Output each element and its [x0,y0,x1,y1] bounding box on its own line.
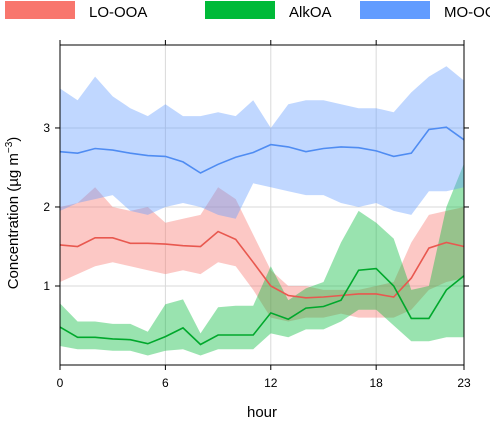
x-tick-label: 12 [264,376,278,390]
alkoa-band [60,163,464,356]
lo-ooa-legend-label: LO-OOA [89,4,147,21]
y-tick-label: 2 [43,200,50,214]
alkoa-legend-label: AlkOA [289,4,332,21]
mo-ooa-band [60,66,464,219]
x-tick-label: 6 [162,376,169,390]
uncertainty-bands [60,66,464,356]
mo-ooa-legend-label: MO-OOA [444,4,490,21]
plot-frame [59,44,465,366]
series-lines [59,126,465,346]
y-tick-label: 3 [43,121,50,135]
lo-ooa-band [60,187,464,322]
alkoa-legend-swatch [205,1,275,19]
y-axis-title-sup: −3 [4,141,15,153]
legend: LO-OOA AlkOA MO-OOA [5,1,490,21]
x-axis-title: hour [247,404,277,421]
mo-ooa-line [59,126,465,174]
x-tick-label: 18 [369,376,383,390]
alkoa-line [59,267,465,346]
y-axis-title-close: ) [5,137,22,142]
y-tick-label: 1 [43,279,50,293]
x-tick-label: 23 [457,376,471,390]
lo-ooa-legend-swatch [5,1,75,19]
x-tick-label: 0 [57,376,64,390]
y-axis-title: Concentration (µg m−3) [4,137,22,290]
y-axis-title-main: Concentration (µg m [5,153,22,289]
lo-ooa-line [59,230,465,299]
mo-ooa-legend-swatch [360,1,430,19]
